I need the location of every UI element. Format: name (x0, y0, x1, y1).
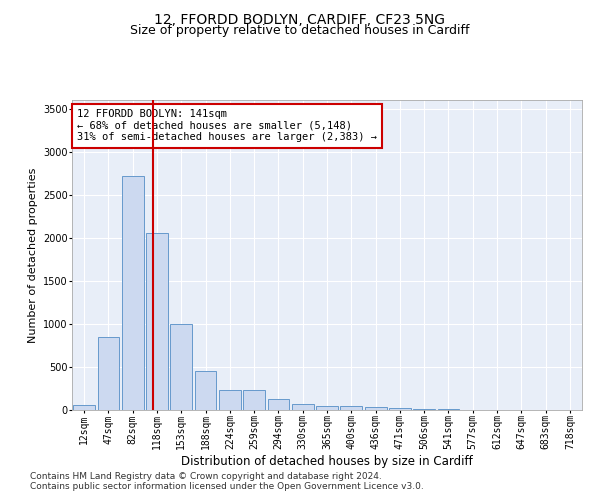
Bar (194, 371, 217, 410)
Bar (146, 232, 168, 410)
Bar (170, 324, 192, 410)
Y-axis label: Number of detached properties: Number of detached properties (28, 168, 38, 342)
Text: 12, FFORDD BODLYN, CARDIFF, CF23 5NG: 12, FFORDD BODLYN, CARDIFF, CF23 5NG (155, 12, 445, 26)
Bar (243, 390, 265, 410)
Text: 12 FFORDD BODLYN: 141sqm
← 68% of detached houses are smaller (5,148)
31% of sem: 12 FFORDD BODLYN: 141sqm ← 68% of detach… (77, 110, 377, 142)
Bar (389, 408, 411, 410)
Bar (219, 390, 241, 410)
Bar (122, 176, 143, 410)
Text: Contains public sector information licensed under the Open Government Licence v3: Contains public sector information licen… (30, 482, 424, 491)
Bar (340, 406, 362, 410)
Bar (413, 408, 435, 410)
Text: Size of property relative to detached houses in Cardiff: Size of property relative to detached ho… (130, 24, 470, 37)
Bar (73, 406, 95, 410)
Bar (97, 337, 119, 410)
Bar (365, 408, 386, 410)
Bar (268, 399, 289, 410)
Bar (292, 404, 314, 410)
Bar (316, 406, 338, 410)
X-axis label: Distribution of detached houses by size in Cardiff: Distribution of detached houses by size … (181, 455, 473, 468)
Text: Contains HM Land Registry data © Crown copyright and database right 2024.: Contains HM Land Registry data © Crown c… (30, 472, 382, 481)
